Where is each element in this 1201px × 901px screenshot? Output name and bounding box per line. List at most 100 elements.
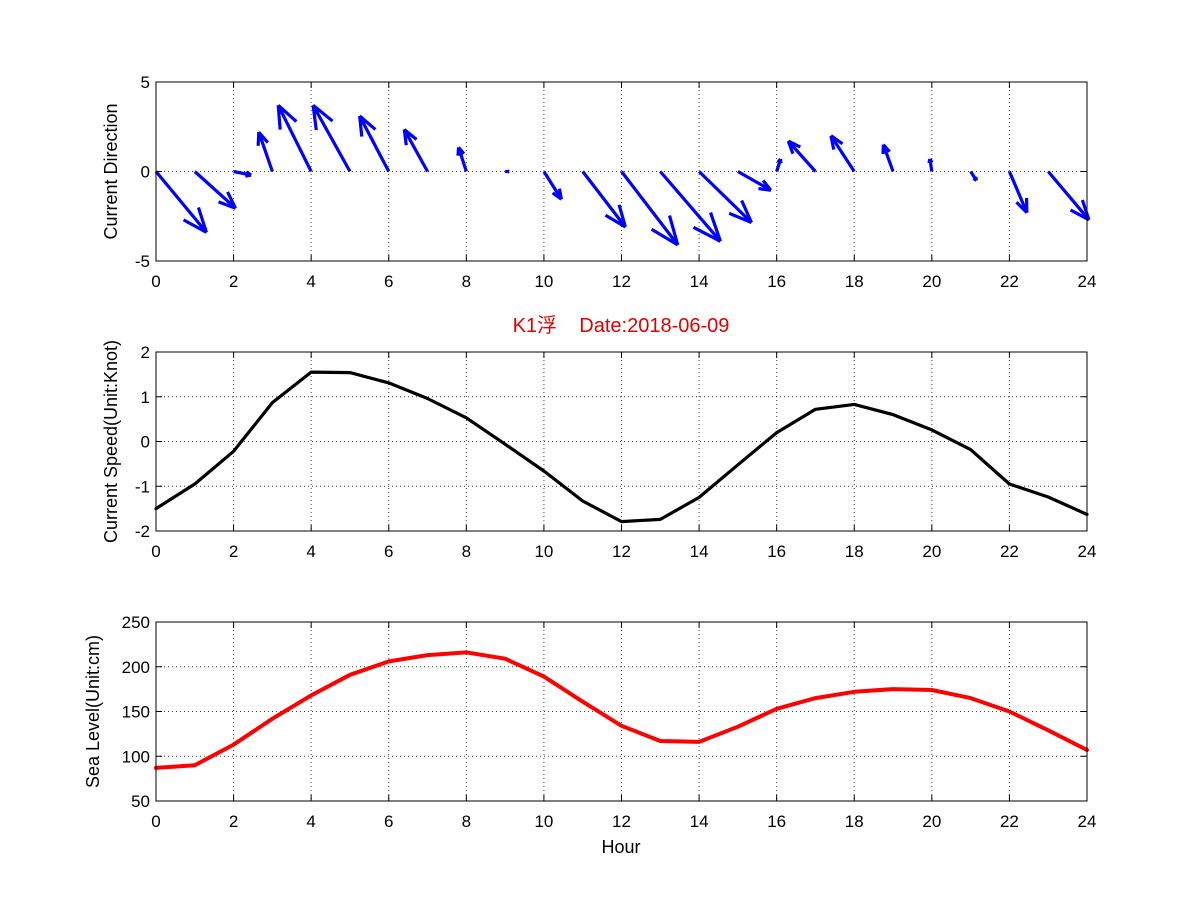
speed-ytick-label: 0 — [141, 433, 150, 452]
direction-arrow-head — [761, 179, 773, 192]
direction-arrow-head — [182, 218, 208, 234]
direction-arrow-head — [604, 213, 627, 229]
direction-arrow-head — [709, 212, 722, 242]
direction-ytick-label: -5 — [135, 252, 150, 271]
direction-xtick-label: 24 — [1078, 272, 1097, 291]
direction-xtick-label: 18 — [845, 272, 864, 291]
direction-arrow-head — [358, 115, 364, 137]
direction-arrow-head — [1069, 208, 1090, 222]
direction-arrow-head — [312, 104, 334, 123]
direction-arrow — [697, 170, 753, 224]
direction-arrow-head — [245, 170, 252, 177]
direction-arrow-head — [974, 176, 979, 181]
direction-arrow — [927, 158, 934, 172]
sealevel-series-line — [154, 650, 1089, 770]
sealevel-xtick-label: 16 — [767, 812, 786, 831]
direction-arrow-shaft — [659, 170, 722, 243]
direction-xtick-label: 2 — [229, 272, 238, 291]
direction-arrow — [358, 114, 391, 173]
direction-arrow-head — [1080, 199, 1091, 221]
direction-arrow-head — [786, 140, 795, 155]
direction-arrow — [786, 139, 817, 173]
sealevel-xtick-label: 24 — [1078, 812, 1097, 831]
direction-arrow-shaft — [581, 170, 627, 228]
direction-arrow-head — [277, 104, 298, 123]
direction-xtick-label: 10 — [534, 272, 553, 291]
direction-xtick-label: 22 — [1000, 272, 1019, 291]
sealevel-xlabel: Hour — [601, 837, 640, 857]
direction-xtick-label: 16 — [767, 272, 786, 291]
speed-xtick-label: 18 — [845, 542, 864, 561]
speed-xtick-label: 8 — [462, 542, 471, 561]
direction-arrow — [1007, 170, 1029, 214]
direction-arrow-shaft — [787, 140, 817, 173]
direction-arrow-shaft — [358, 115, 391, 173]
sealevel-xtick-label: 12 — [612, 812, 631, 831]
direction-arrow-shaft — [402, 128, 429, 173]
sealevel-ytick-label: 150 — [122, 703, 150, 722]
direction-arrow-shaft — [257, 131, 274, 173]
direction-xtick-label: 4 — [306, 272, 315, 291]
sealevel-xtick-label: 22 — [1000, 812, 1019, 831]
sealevel-ytick-label: 50 — [131, 792, 150, 811]
speed-ytick-label: 1 — [141, 388, 150, 407]
direction-arrow-head — [927, 158, 932, 164]
direction-arrow-shaft — [542, 170, 563, 201]
direction-arrow-head — [1015, 201, 1029, 214]
direction-arrow-head — [456, 147, 461, 156]
direction-arrow-head — [226, 191, 237, 209]
speed-ytick-label: -1 — [135, 477, 150, 496]
direction-ytick-label: 5 — [141, 73, 150, 92]
direction-arrow — [881, 143, 895, 173]
direction-panel: 0 2 4 6 8 10 12 14 16 18 20 22 24-505 Current Direct… — [101, 73, 1096, 291]
direction-arrow-head — [830, 134, 844, 146]
direction-arrow-shaft — [881, 144, 895, 173]
sealevel-ytick-label: 250 — [122, 613, 150, 632]
direction-arrow-head — [728, 211, 753, 224]
direction-arrow-head — [311, 105, 318, 131]
direction-arrow-shaft — [276, 104, 313, 173]
direction-arrows — [154, 104, 1091, 247]
speed-ytick-label: 2 — [141, 343, 150, 362]
sealevel-xtick-label: 18 — [845, 812, 864, 831]
sealevel-xtick-label: 4 — [306, 812, 315, 831]
direction-arrow — [1046, 170, 1091, 222]
direction-arrow — [505, 169, 510, 174]
sealevel-xtick-label: 8 — [462, 812, 471, 831]
direction-arrow-head — [256, 132, 261, 146]
speed-xtick-label: 24 — [1078, 542, 1097, 561]
direction-arrow-shaft — [311, 104, 352, 173]
direction-arrow — [542, 170, 563, 201]
chart-title: K1浮 Date:2018-06-09 — [513, 314, 730, 337]
direction-arrow — [829, 134, 856, 173]
speed-series — [154, 370, 1089, 524]
direction-arrow-head — [217, 200, 237, 210]
sealevel-ytick-label: 100 — [122, 747, 150, 766]
direction-arrow — [620, 170, 680, 247]
direction-xtick-label: 14 — [690, 272, 709, 291]
speed-xtick-label: 20 — [922, 542, 941, 561]
sealevel-xtick-label: 6 — [384, 812, 393, 831]
sealevel-series — [154, 650, 1089, 770]
direction-arrow-shaft — [620, 170, 680, 246]
direction-arrow — [969, 170, 979, 182]
speed-xtick-label: 12 — [612, 542, 631, 561]
direction-arrow-head — [196, 207, 208, 233]
direction-arrow — [456, 146, 468, 172]
direction-ytick-label: 0 — [141, 163, 150, 182]
direction-xtick-label: 8 — [462, 272, 471, 291]
direction-arrow-shaft — [1046, 170, 1091, 221]
speed-xtick-label: 4 — [306, 542, 315, 561]
direction-arrow-head — [402, 129, 408, 146]
sealevel-xtick-label: 0 — [151, 812, 160, 831]
speed-xtick-label: 16 — [767, 542, 786, 561]
direction-arrow-head — [650, 227, 679, 247]
direction-arrow — [311, 104, 352, 173]
direction-arrow — [659, 170, 722, 243]
direction-arrow-head — [403, 128, 418, 141]
direction-arrow-head — [776, 157, 782, 164]
